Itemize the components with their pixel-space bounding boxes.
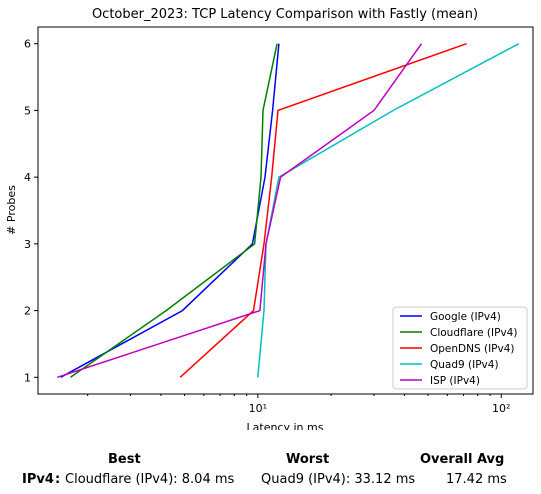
best-header: Best: [108, 452, 141, 467]
overall-avg-value: 17.42 ms: [446, 472, 507, 487]
x-axis-ticks: 10¹ 10²: [88, 394, 511, 415]
y-tick-label: 5: [24, 104, 31, 117]
x-tick-label: 10²: [492, 402, 510, 415]
chart-title: October_2023: TCP Latency Comparison wit…: [92, 7, 478, 22]
y-axis-label: # Probes: [5, 185, 18, 235]
x-tick-label: 10¹: [249, 402, 267, 415]
y-axis-ticks: 1 2 3 4 5 6: [24, 38, 38, 385]
y-tick-label: 2: [24, 305, 31, 318]
legend-label: Cloudflare (IPv4): [430, 327, 517, 339]
y-tick-label: 6: [24, 38, 31, 51]
ipv4-row-label: IPv4: [22, 472, 54, 487]
legend-label: Google (IPv4): [430, 311, 501, 323]
overall-avg-header: Overall Avg: [420, 452, 504, 467]
summary-table: Best Worst Overall Avg IPv4 : Cloudflare…: [0, 440, 541, 494]
legend-label: Quad9 (IPv4): [430, 359, 499, 371]
y-tick-label: 4: [24, 171, 31, 184]
y-tick-label: 3: [24, 238, 31, 251]
y-tick-label: 1: [24, 371, 31, 384]
best-value: Cloudflare (IPv4): 8.04 ms: [65, 472, 234, 487]
legend-label: OpenDNS (IPv4): [430, 343, 515, 355]
ipv4-row-colon: :: [55, 472, 60, 487]
x-axis-label: Latency in ms: [247, 421, 324, 430]
worst-header: Worst: [286, 452, 329, 467]
latency-chart: October_2023: TCP Latency Comparison wit…: [0, 0, 541, 430]
legend-label: ISP (IPv4): [430, 375, 480, 387]
worst-value: Quad9 (IPv4): 33.12 ms: [261, 472, 415, 487]
legend: Google (IPv4) Cloudflare (IPv4) OpenDNS (I…: [393, 307, 527, 389]
